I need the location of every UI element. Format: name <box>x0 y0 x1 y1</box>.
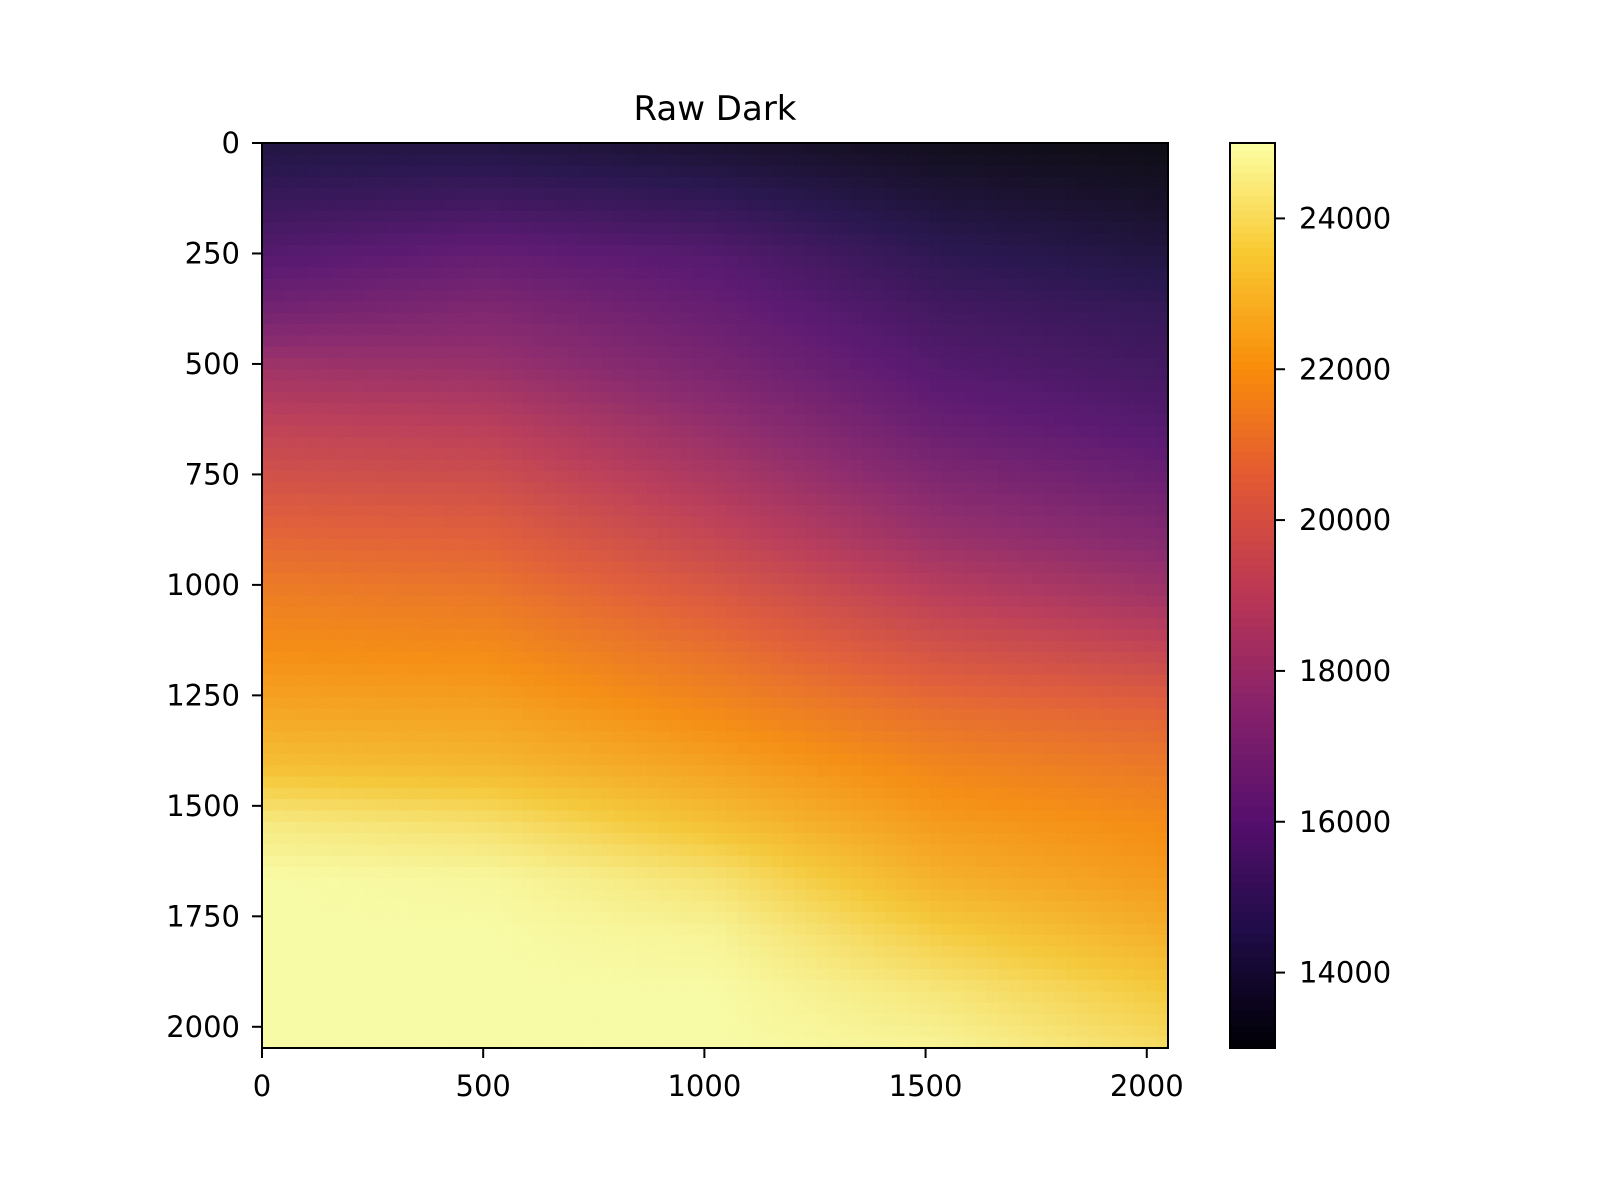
chart-title: Raw Dark <box>633 89 796 129</box>
